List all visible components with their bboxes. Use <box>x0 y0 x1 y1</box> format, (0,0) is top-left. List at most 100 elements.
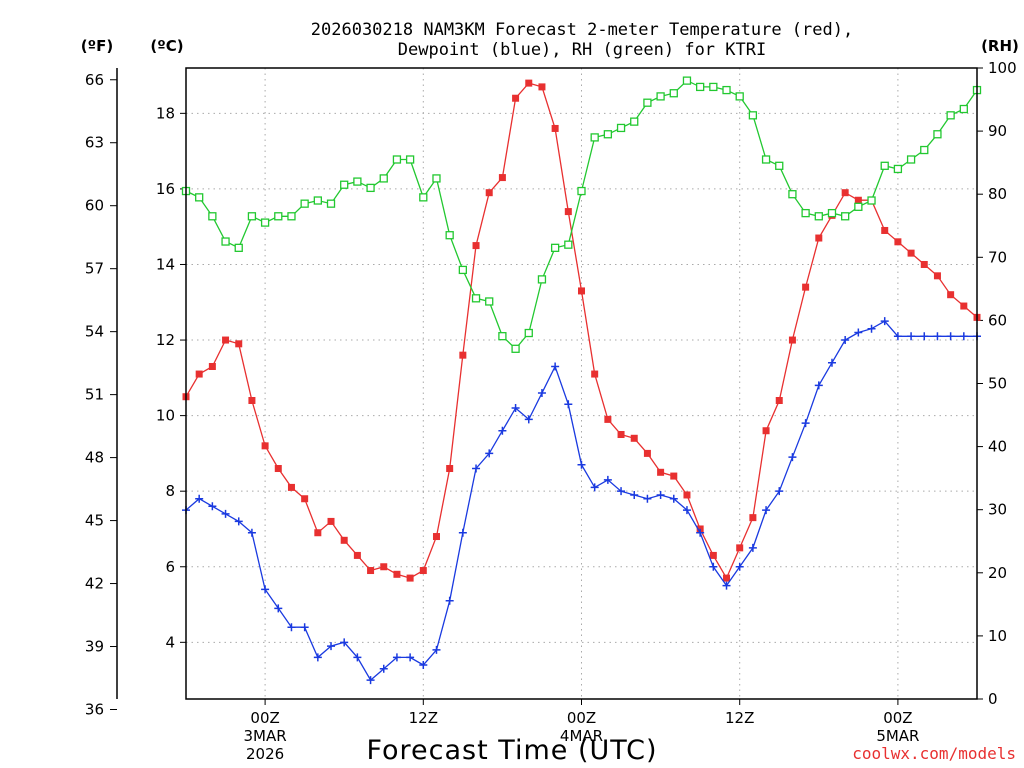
temperature-point <box>762 427 770 435</box>
rh-point <box>405 155 415 164</box>
rh-point <box>287 212 296 221</box>
temperature-point <box>380 563 388 571</box>
dewpoint-point <box>340 638 349 647</box>
rh-tick-label: 60 <box>988 311 1007 329</box>
rh-point <box>366 183 375 193</box>
temperature-point <box>657 468 665 476</box>
temperature-point <box>683 491 691 499</box>
rh-point <box>392 155 402 164</box>
rh-point <box>524 328 533 338</box>
dewpoint-point <box>920 332 929 341</box>
fahrenheit-tick-label: 57 <box>85 260 104 278</box>
dewpoint-point <box>682 506 691 515</box>
rh-point <box>208 212 217 221</box>
rh-series-line <box>185 79 978 350</box>
rh-point <box>564 240 573 249</box>
rh-tick-label: 100 <box>988 59 1017 77</box>
x-tick-label-time: 12Z <box>725 709 754 727</box>
temperature-point <box>723 574 731 582</box>
celsius-tick-label: 12 <box>156 331 175 349</box>
dewpoint-point <box>472 464 481 473</box>
dewpoint-point <box>524 415 533 424</box>
dewpoint-point <box>537 388 546 397</box>
rh-tick-label: 90 <box>988 122 1007 140</box>
rh-point <box>550 243 560 252</box>
fahrenheit-tick-label: 36 <box>85 700 104 718</box>
fahrenheit-tick-label: 48 <box>85 449 104 467</box>
temperature-point <box>775 397 783 405</box>
rh-point <box>221 237 230 246</box>
temperature-point <box>538 83 546 91</box>
dewpoint-point <box>327 642 336 651</box>
dewpoint-point <box>195 494 204 503</box>
rh-point <box>603 130 613 139</box>
dewpoint-point <box>656 490 665 499</box>
rh-point <box>590 133 599 142</box>
temperature-point <box>393 570 401 578</box>
rh-point <box>471 294 481 303</box>
rh-point <box>906 155 916 164</box>
dewpoint-point <box>854 328 863 337</box>
temperature-point <box>208 362 216 370</box>
fahrenheit-tick-label: 39 <box>85 638 104 656</box>
x-tick-label-year: 2026 <box>246 745 284 763</box>
rh-point <box>234 243 243 252</box>
rh-point <box>854 202 863 211</box>
temperature-point <box>709 551 717 559</box>
dewpoint-point <box>208 502 217 511</box>
rh-point <box>537 275 547 284</box>
dewpoint-point <box>946 332 955 341</box>
dewpoint-point <box>274 604 283 613</box>
x-tick-label-time: 00Z <box>883 709 912 727</box>
dewpoint-point <box>814 381 823 390</box>
temperature-point <box>802 283 810 291</box>
celsius-tick-label: 6 <box>165 558 175 576</box>
fahrenheit-tick-label: 54 <box>85 323 104 341</box>
rh-point <box>643 98 652 107</box>
dewpoint-point <box>907 332 916 341</box>
x-axis-title: Forecast Time (UTC) <box>366 735 657 766</box>
celsius-tick-label: 16 <box>156 180 175 198</box>
rh-point <box>326 199 336 208</box>
dewpoint-point <box>564 400 573 409</box>
rh-point <box>616 123 626 133</box>
rh-point <box>880 161 889 170</box>
x-tick-label-time: 12Z <box>409 709 438 727</box>
temperature-point <box>551 124 559 132</box>
x-tick-label-date: 3MAR <box>244 727 287 745</box>
dewpoint-point <box>827 358 836 367</box>
dewpoint-point <box>445 596 454 605</box>
dewpoint-point <box>590 483 599 492</box>
rh-point <box>775 161 784 170</box>
dewpoint-point <box>841 336 850 345</box>
rh-unit-label: (RH) <box>981 37 1019 55</box>
rh-point <box>827 208 837 218</box>
temperature-point <box>578 287 585 295</box>
dewpoint-point <box>234 517 243 526</box>
temperature-point <box>749 514 757 522</box>
rh-point <box>696 82 705 92</box>
temperature-point <box>222 336 230 344</box>
temperature-point <box>274 465 282 473</box>
rh-tick-label: 30 <box>988 501 1007 519</box>
temperature-point <box>525 79 533 87</box>
celsius-tick-label: 14 <box>156 255 175 273</box>
rh-point <box>920 145 929 155</box>
temperature-point <box>670 472 678 480</box>
temperature-point <box>841 189 849 197</box>
dewpoint-point <box>933 332 942 341</box>
rh-point <box>801 208 810 218</box>
fahrenheit-tick-label: 66 <box>85 71 104 89</box>
celsius-unit-label: (ºC) <box>150 37 183 55</box>
dewpoint-point <box>498 426 507 435</box>
temperature-point <box>960 302 968 310</box>
temperature-point <box>235 340 243 348</box>
temperature-point <box>881 226 889 234</box>
rh-tick-label: 80 <box>988 185 1007 203</box>
x-tick-label-date: 4MAR <box>560 727 603 745</box>
fahrenheit-tick-label: 42 <box>85 575 104 593</box>
dewpoint-point <box>748 543 757 552</box>
dewpoint-point <box>485 449 494 458</box>
dewpoint-point <box>221 509 230 518</box>
